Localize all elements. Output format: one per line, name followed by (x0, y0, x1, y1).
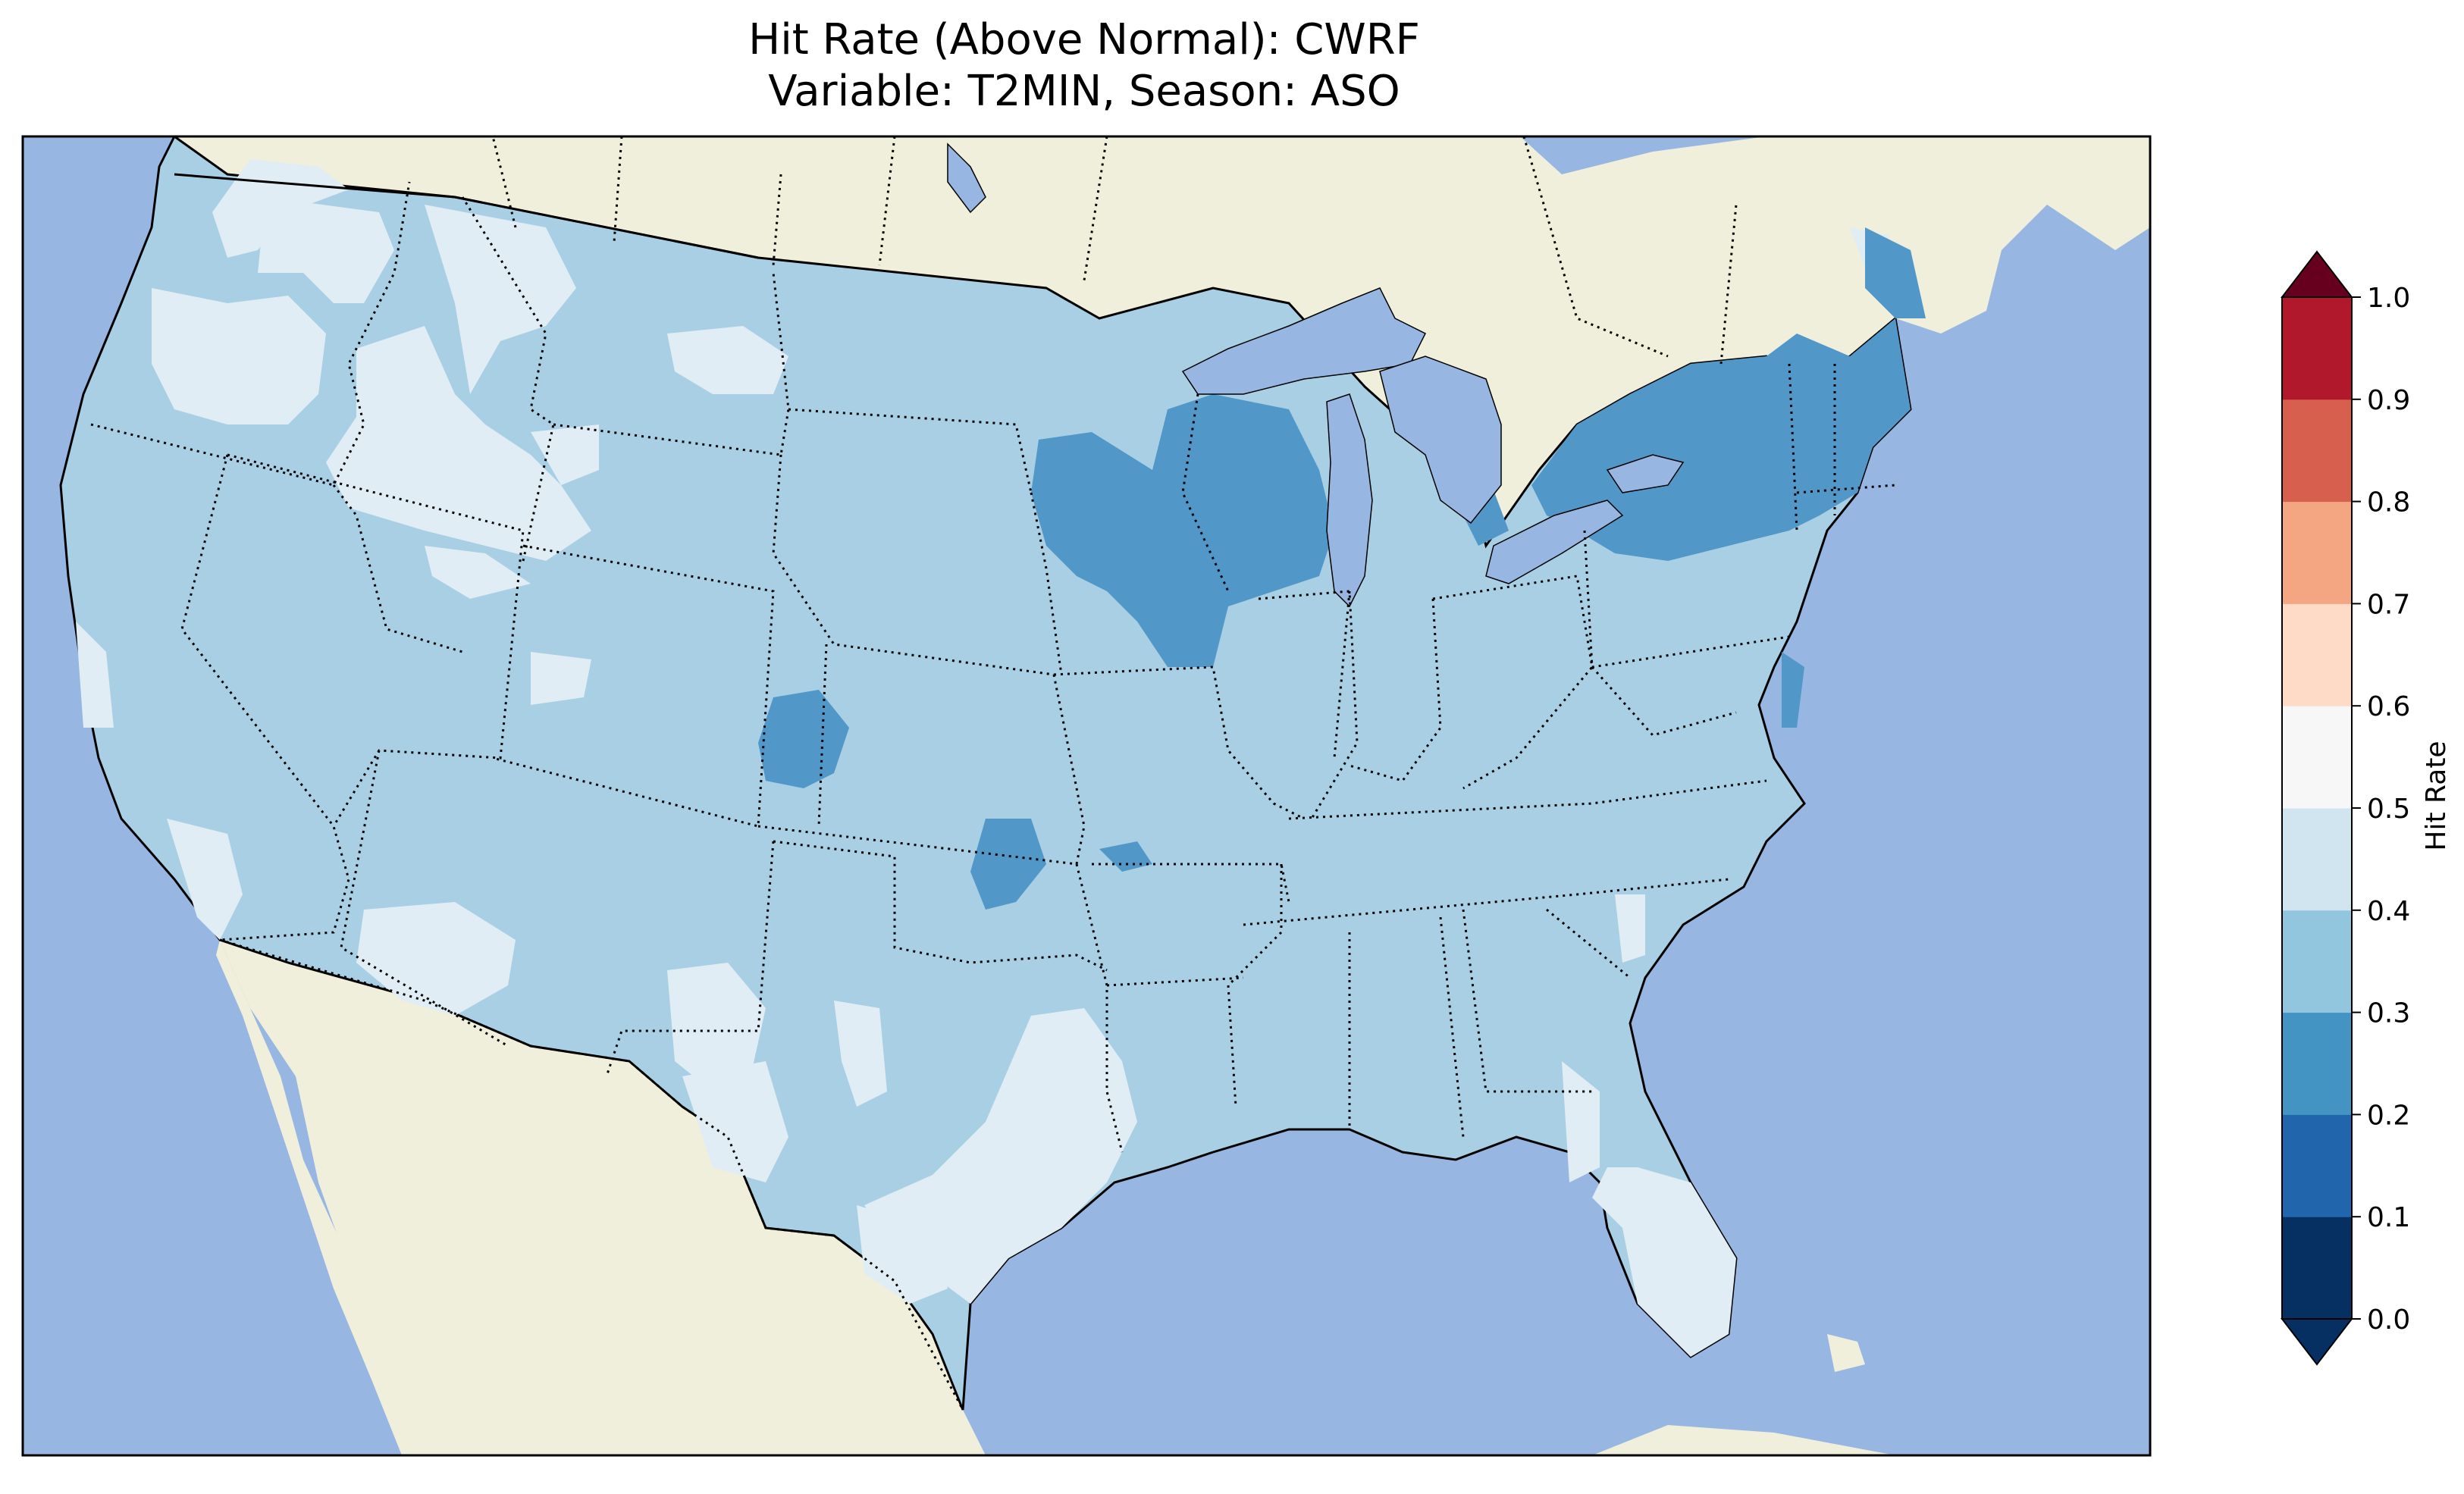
colorbar-swatch (2282, 910, 2352, 1013)
colorbar-tick-label: 0.8 (2367, 487, 2410, 518)
south-america-land (1592, 1425, 1895, 1455)
lake-erie (1485, 500, 1624, 584)
colorbar-swatch (2282, 603, 2352, 706)
colorbar-swatch (2282, 297, 2352, 400)
colorbar-tick-label: 0.6 (2367, 691, 2410, 722)
lake-ontario (1606, 454, 1685, 493)
hit-rate-0.4-0.5-regions (76, 159, 1903, 1357)
hit-rate-0.2-0.3-regions (758, 227, 1926, 910)
baja-land (216, 940, 432, 1455)
state-borders (90, 136, 1896, 1153)
colorbar-swatch (2282, 501, 2352, 604)
colorbar-swatch (2282, 1012, 2352, 1115)
map-title-line-2: Variable: T2MIN, Season: ASO (768, 67, 1400, 116)
map-title-line-1: Hit Rate (Above Normal): CWRF (748, 15, 1420, 64)
colorbar-label: Hit Rate (2421, 741, 2452, 850)
lake-michigan (1326, 393, 1373, 608)
colorbar-tick-label: 0.2 (2367, 1100, 2410, 1131)
colorbar-swatch (2282, 808, 2352, 911)
map-area (23, 136, 2150, 1455)
mexico-land (220, 940, 986, 1455)
country-borders (174, 173, 964, 1411)
colorbar-swatch (2282, 1217, 2352, 1320)
colorbar-tick-label: 0.3 (2367, 998, 2410, 1029)
colorbar: 0.0 0.1 0.2 0.3 0.4 0.5 0.6 0.7 0.8 0.9 1.0 Hit Ra… (2280, 250, 2452, 1366)
lake-winnipeg (947, 143, 986, 214)
colorbar-tick-label: 0.0 (2367, 1305, 2410, 1336)
colorbar-tick-label: 0.5 (2367, 794, 2410, 825)
colorbar-swatch (2282, 399, 2352, 503)
colorbar-tick-label: 0.9 (2367, 385, 2410, 416)
colorbar-tick-label: 1.0 (2367, 283, 2410, 314)
colorbar-tick-label: 0.7 (2367, 589, 2410, 620)
colorbar-swatch (2282, 1114, 2352, 1217)
map-frame (21, 135, 2152, 1457)
cuba-land (1827, 1334, 1865, 1372)
colorbar-over-extension (2280, 250, 2354, 298)
great-lakes (947, 143, 1685, 608)
lake-huron (1379, 355, 1502, 525)
lake-superior (1181, 287, 1427, 395)
colorbar-tick-label: 0.1 (2367, 1202, 2410, 1233)
colorbar-swatch (2282, 706, 2352, 809)
colorbar-under-extension (2280, 1318, 2354, 1366)
colorbar-tick-label: 0.4 (2367, 896, 2410, 927)
